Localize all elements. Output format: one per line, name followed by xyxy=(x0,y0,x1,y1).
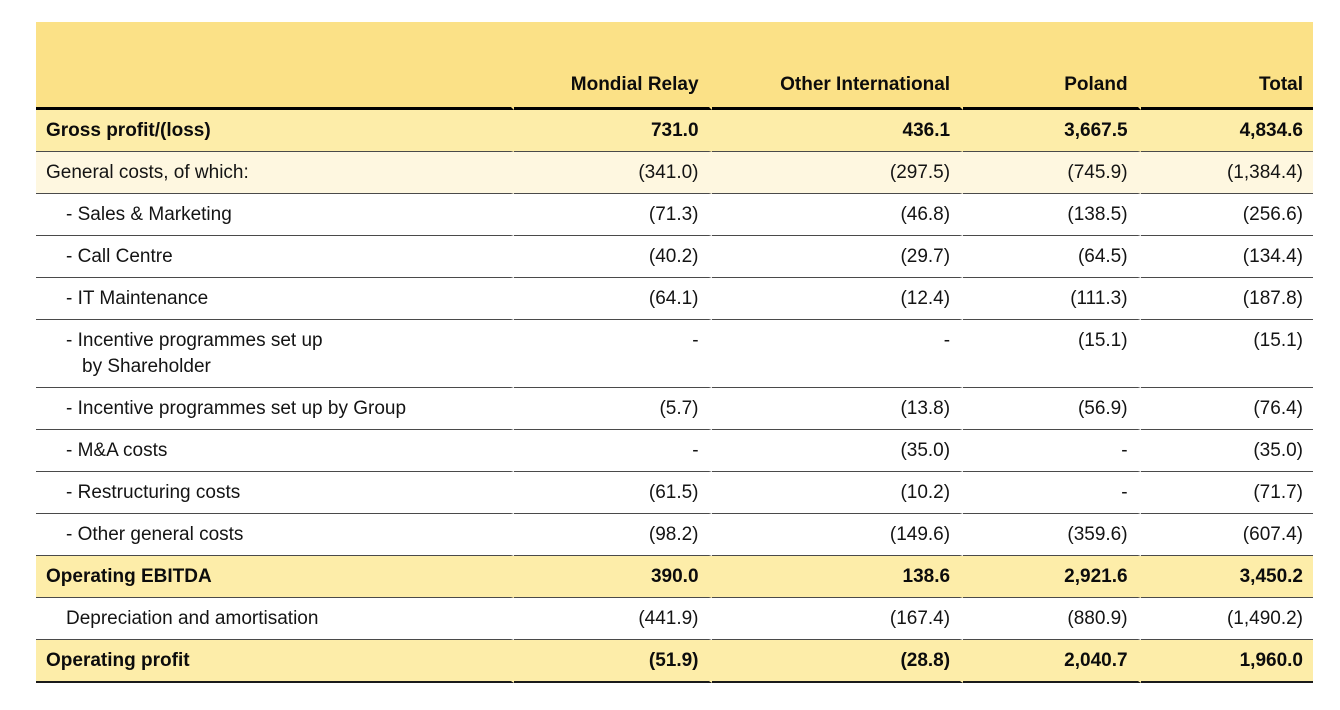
row-label: Gross profit/(loss) xyxy=(36,110,514,152)
cell-value: (15.1) xyxy=(1140,320,1313,388)
cell-value: 390.0 xyxy=(513,556,712,598)
row-label: - Incentive programmes set up by Shareho… xyxy=(36,320,514,388)
cell-value: (98.2) xyxy=(513,514,712,556)
cell-value: (5.7) xyxy=(513,388,712,430)
cell-value: (35.0) xyxy=(711,430,964,472)
cell-value: (64.1) xyxy=(513,278,712,320)
row-label: Depreciation and amortisation xyxy=(36,598,514,640)
row-label: - M&A costs xyxy=(36,430,514,472)
table-row-call-centre: - Call Centre (40.2) (29.7) (64.5) (134.… xyxy=(36,236,1313,278)
cell-value: 2,921.6 xyxy=(963,556,1141,598)
table-row-other-general-costs: - Other general costs (98.2) (149.6) (35… xyxy=(36,514,1313,556)
row-label: General costs, of which: xyxy=(36,152,514,194)
row-label: - IT Maintenance xyxy=(36,278,514,320)
cell-value: (1,384.4) xyxy=(1140,152,1313,194)
row-label: Operating EBITDA xyxy=(36,556,514,598)
cell-value: - xyxy=(711,320,964,388)
table-row-depreciation-amortisation: Depreciation and amortisation (441.9) (1… xyxy=(36,598,1313,640)
cell-value: (134.4) xyxy=(1140,236,1313,278)
cell-value: 138.6 xyxy=(711,556,964,598)
cell-value: (12.4) xyxy=(711,278,964,320)
cell-value: (359.6) xyxy=(963,514,1141,556)
table-row-incentive-shareholder: - Incentive programmes set up by Shareho… xyxy=(36,320,1313,388)
segment-results-table: Mondial Relay Other International Poland… xyxy=(36,22,1313,683)
cell-value: - xyxy=(513,430,712,472)
table-row-incentive-group: - Incentive programmes set up by Group (… xyxy=(36,388,1313,430)
column-header-mondial-relay: Mondial Relay xyxy=(513,22,712,110)
cell-value: (880.9) xyxy=(963,598,1141,640)
table-row-gross-profit: Gross profit/(loss) 731.0 436.1 3,667.5 … xyxy=(36,110,1313,152)
cell-value: (1,490.2) xyxy=(1140,598,1313,640)
cell-value: (13.8) xyxy=(711,388,964,430)
row-label: - Incentive programmes set up by Group xyxy=(36,388,514,430)
cell-value: (76.4) xyxy=(1140,388,1313,430)
cell-value: 3,667.5 xyxy=(963,110,1141,152)
cell-value: (46.8) xyxy=(711,194,964,236)
cell-value: (149.6) xyxy=(711,514,964,556)
cell-value: (40.2) xyxy=(513,236,712,278)
cell-value: 2,040.7 xyxy=(963,640,1141,683)
cell-value: 3,450.2 xyxy=(1140,556,1313,598)
column-header-other-international: Other International xyxy=(711,22,964,110)
cell-value: (745.9) xyxy=(963,152,1141,194)
cell-value: 1,960.0 xyxy=(1140,640,1313,683)
table-row-operating-ebitda: Operating EBITDA 390.0 138.6 2,921.6 3,4… xyxy=(36,556,1313,598)
cell-value: - xyxy=(513,320,712,388)
cell-value: (341.0) xyxy=(513,152,712,194)
cell-value: (297.5) xyxy=(711,152,964,194)
row-label: - Other general costs xyxy=(36,514,514,556)
table-row-general-costs: General costs, of which: (341.0) (297.5)… xyxy=(36,152,1313,194)
cell-value: (111.3) xyxy=(963,278,1141,320)
cell-value: (56.9) xyxy=(963,388,1141,430)
cell-value: (187.8) xyxy=(1140,278,1313,320)
table-row-restructuring-costs: - Restructuring costs (61.5) (10.2) - (7… xyxy=(36,472,1313,514)
cell-value: 4,834.6 xyxy=(1140,110,1313,152)
table-row-sales-marketing: - Sales & Marketing (71.3) (46.8) (138.5… xyxy=(36,194,1313,236)
cell-value: (167.4) xyxy=(711,598,964,640)
column-header-total: Total xyxy=(1140,22,1313,110)
cell-value: (256.6) xyxy=(1140,194,1313,236)
cell-value: (61.5) xyxy=(513,472,712,514)
cell-value: (10.2) xyxy=(711,472,964,514)
cell-value: (138.5) xyxy=(963,194,1141,236)
header-row: Mondial Relay Other International Poland… xyxy=(36,22,1313,110)
cell-value: 731.0 xyxy=(513,110,712,152)
row-label: - Call Centre xyxy=(36,236,514,278)
cell-value: - xyxy=(963,472,1141,514)
cell-value: (29.7) xyxy=(711,236,964,278)
cell-value: (28.8) xyxy=(711,640,964,683)
table-row-it-maintenance: - IT Maintenance (64.1) (12.4) (111.3) (… xyxy=(36,278,1313,320)
row-label: - Sales & Marketing xyxy=(36,194,514,236)
cell-value: - xyxy=(963,430,1141,472)
cell-value: (607.4) xyxy=(1140,514,1313,556)
table-row-ma-costs: - M&A costs - (35.0) - (35.0) xyxy=(36,430,1313,472)
row-label: Operating profit xyxy=(36,640,514,683)
column-header-empty xyxy=(36,22,514,110)
cell-value: (35.0) xyxy=(1140,430,1313,472)
table-row-operating-profit: Operating profit (51.9) (28.8) 2,040.7 1… xyxy=(36,640,1313,683)
cell-value: (441.9) xyxy=(513,598,712,640)
cell-value: (51.9) xyxy=(513,640,712,683)
cell-value: (64.5) xyxy=(963,236,1141,278)
cell-value: (71.7) xyxy=(1140,472,1313,514)
column-header-poland: Poland xyxy=(963,22,1141,110)
cell-value: (71.3) xyxy=(513,194,712,236)
cell-value: (15.1) xyxy=(963,320,1141,388)
cell-value: 436.1 xyxy=(711,110,964,152)
row-label: - Restructuring costs xyxy=(36,472,514,514)
